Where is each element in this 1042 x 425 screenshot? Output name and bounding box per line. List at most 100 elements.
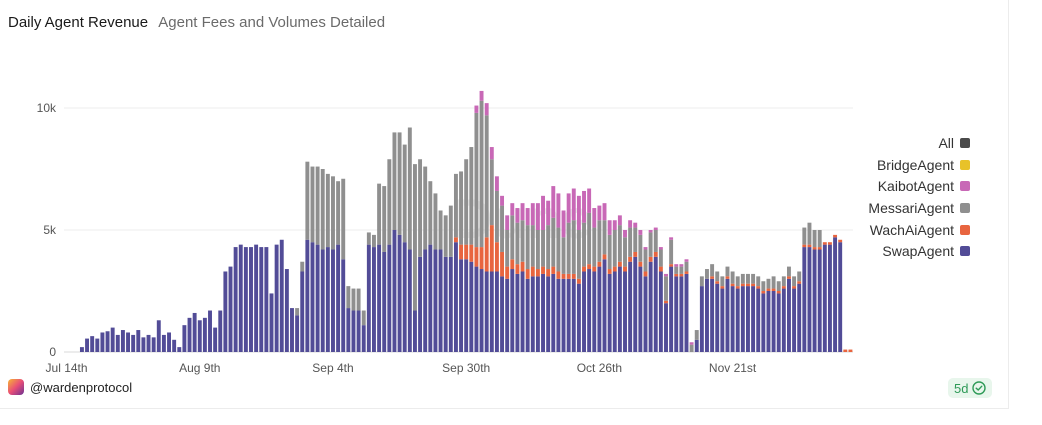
bar-swapagent[interactable] bbox=[110, 327, 115, 352]
bar-swapagent[interactable] bbox=[387, 244, 392, 352]
legend-item-all[interactable]: All bbox=[868, 132, 970, 154]
bar-messariagent[interactable] bbox=[320, 169, 325, 250]
bar-swapagent[interactable] bbox=[428, 244, 433, 352]
bar-messariagent[interactable] bbox=[331, 176, 335, 250]
bar-swapagent[interactable] bbox=[238, 244, 243, 352]
bar-swapagent[interactable] bbox=[633, 256, 638, 352]
bar-kaibotagent[interactable] bbox=[587, 188, 592, 213]
bar-kaibotagent[interactable] bbox=[551, 186, 556, 218]
bar-swapagent[interactable] bbox=[284, 269, 289, 352]
bar-kaibotagent[interactable] bbox=[525, 208, 530, 226]
bar-kaibotagent[interactable] bbox=[592, 208, 597, 228]
legend-item-messariagent[interactable]: MessariAgent bbox=[868, 197, 970, 219]
bar-messariagent[interactable] bbox=[720, 276, 725, 287]
bar-messariagent[interactable] bbox=[377, 183, 382, 245]
bar-swapagent[interactable] bbox=[423, 249, 428, 352]
bar-swapagent[interactable] bbox=[669, 266, 674, 352]
bar-kaibotagent[interactable] bbox=[643, 247, 648, 250]
bar-messariagent[interactable] bbox=[648, 232, 653, 257]
bar-kaibotagent[interactable] bbox=[607, 220, 612, 235]
bar-messariagent[interactable] bbox=[730, 271, 735, 284]
bar-swapagent[interactable] bbox=[192, 312, 197, 352]
bar-swapagent[interactable] bbox=[397, 234, 402, 352]
bar-wachaiagent[interactable] bbox=[843, 349, 848, 352]
bar-messariagent[interactable] bbox=[356, 288, 361, 311]
bar-wachaiagent[interactable] bbox=[546, 269, 551, 277]
bar-wachaiagent[interactable] bbox=[848, 349, 853, 352]
bar-messariagent[interactable] bbox=[525, 225, 530, 270]
bar-messariagent[interactable] bbox=[438, 210, 443, 250]
bar-wachaiagent[interactable] bbox=[787, 276, 791, 279]
bar-swapagent[interactable] bbox=[623, 271, 627, 352]
bar-messariagent[interactable] bbox=[566, 222, 571, 274]
bar-swapagent[interactable] bbox=[587, 269, 592, 352]
bar-wachaiagent[interactable] bbox=[515, 264, 520, 274]
bar-kaibotagent[interactable] bbox=[597, 205, 602, 221]
bar-messariagent[interactable] bbox=[484, 115, 489, 238]
bar-swapagent[interactable] bbox=[438, 249, 443, 352]
bar-messariagent[interactable] bbox=[397, 132, 402, 235]
bar-swapagent[interactable] bbox=[85, 338, 90, 352]
bar-kaibotagent[interactable] bbox=[674, 264, 679, 267]
bar-swapagent[interactable] bbox=[90, 336, 95, 352]
bar-messariagent[interactable] bbox=[751, 273, 756, 284]
bar-swapagent[interactable] bbox=[684, 273, 689, 352]
bar-messariagent[interactable] bbox=[664, 276, 668, 301]
bar-swapagent[interactable] bbox=[664, 303, 668, 352]
bar-messariagent[interactable] bbox=[315, 166, 320, 245]
refresh-badge[interactable]: 5d bbox=[948, 378, 993, 398]
bar-kaibotagent[interactable] bbox=[617, 215, 622, 226]
bar-swapagent[interactable] bbox=[766, 291, 771, 352]
bar-swapagent[interactable] bbox=[612, 271, 617, 352]
bar-messariagent[interactable] bbox=[576, 230, 581, 279]
bar-wachaiagent[interactable] bbox=[602, 254, 607, 260]
bar-swapagent[interactable] bbox=[126, 332, 130, 352]
bar-wachaiagent[interactable] bbox=[684, 271, 689, 274]
bar-wachaiagent[interactable] bbox=[587, 264, 592, 270]
bar-kaibotagent[interactable] bbox=[612, 220, 617, 230]
bar-kaibotagent[interactable] bbox=[489, 147, 494, 160]
bar-kaibotagent[interactable] bbox=[561, 210, 566, 238]
bar-swapagent[interactable] bbox=[761, 293, 766, 352]
bar-wachaiagent[interactable] bbox=[474, 247, 479, 267]
bar-kaibotagent[interactable] bbox=[505, 215, 510, 230]
bar-wachaiagent[interactable] bbox=[710, 276, 715, 279]
bar-messariagent[interactable] bbox=[336, 181, 341, 245]
bar-kaibotagent[interactable] bbox=[653, 227, 658, 230]
bar-swapagent[interactable] bbox=[300, 271, 305, 352]
bar-swapagent[interactable] bbox=[382, 251, 387, 352]
bar-messariagent[interactable] bbox=[300, 261, 305, 272]
bar-messariagent[interactable] bbox=[310, 166, 315, 243]
bar-kaibotagent[interactable] bbox=[515, 208, 520, 223]
bar-wachaiagent[interactable] bbox=[740, 283, 745, 287]
bar-wachaiagent[interactable] bbox=[679, 273, 684, 277]
bar-messariagent[interactable] bbox=[792, 276, 797, 287]
bar-swapagent[interactable] bbox=[756, 288, 761, 352]
bar-messariagent[interactable] bbox=[464, 159, 469, 245]
bar-messariagent[interactable] bbox=[817, 230, 822, 248]
bar-wachaiagent[interactable] bbox=[494, 242, 499, 272]
bar-swapagent[interactable] bbox=[141, 337, 146, 352]
bar-swapagent[interactable] bbox=[372, 247, 376, 352]
bar-messariagent[interactable] bbox=[694, 330, 699, 340]
bar-messariagent[interactable] bbox=[346, 286, 351, 309]
bar-messariagent[interactable] bbox=[571, 220, 576, 274]
bar-swapagent[interactable] bbox=[402, 242, 407, 352]
bar-messariagent[interactable] bbox=[479, 100, 484, 248]
bar-swapagent[interactable] bbox=[79, 347, 84, 352]
bar-swapagent[interactable] bbox=[730, 286, 735, 352]
bar-swapagent[interactable] bbox=[556, 278, 561, 352]
bar-swapagent[interactable] bbox=[433, 249, 438, 352]
bar-messariagent[interactable] bbox=[602, 220, 607, 255]
bar-messariagent[interactable] bbox=[689, 344, 694, 352]
bar-swapagent[interactable] bbox=[182, 325, 187, 352]
bar-swapagent[interactable] bbox=[546, 276, 551, 352]
bar-messariagent[interactable] bbox=[305, 161, 310, 240]
bar-swapagent[interactable] bbox=[679, 276, 684, 352]
bar-kaibotagent[interactable] bbox=[500, 195, 505, 206]
bar-swapagent[interactable] bbox=[643, 276, 648, 352]
bar-swapagent[interactable] bbox=[812, 249, 817, 352]
bar-swapagent[interactable] bbox=[776, 293, 781, 352]
bar-swapagent[interactable] bbox=[505, 278, 510, 352]
bar-messariagent[interactable] bbox=[341, 178, 346, 260]
